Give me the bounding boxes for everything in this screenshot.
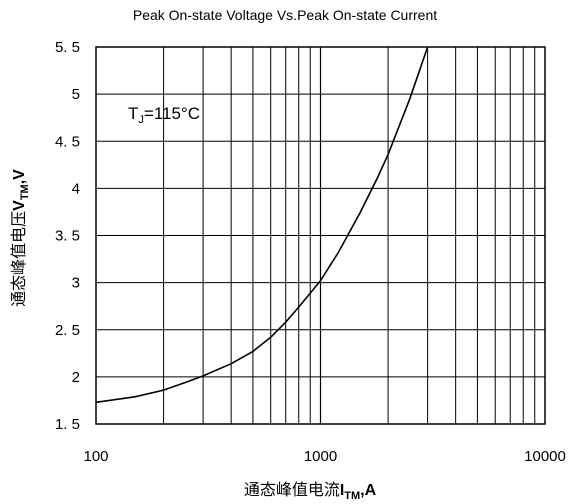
y-tick-label: 2: [72, 369, 80, 386]
y-tick-label: 5: [72, 86, 80, 103]
plot-frame: [95, 46, 546, 425]
annotation-value: =115°C: [144, 104, 200, 123]
junction-temperature-annotation: TJ=115°C: [128, 104, 200, 126]
x-axis-label-subscript: TM: [344, 490, 360, 502]
y-tick-label: 4: [72, 180, 80, 197]
y-axis-label-unit: ,V: [11, 169, 28, 184]
y-tick-label: 3: [72, 275, 80, 292]
y-tick-label: 2. 5: [55, 322, 80, 339]
x-tick-label: 1000: [304, 448, 337, 465]
x-axis-ticks: 100 1000 10000: [83, 448, 565, 465]
annotation-subscript: J: [138, 114, 144, 126]
x-axis-label: 通态峰值电流ITM,A: [244, 481, 377, 502]
x-tick-label: 100: [83, 448, 108, 465]
y-axis-label-symbol: V: [11, 200, 28, 211]
y-tick-label: 4. 5: [55, 133, 80, 150]
series-line: [95, 46, 429, 404]
x-axis-label-unit: ,A: [360, 482, 376, 499]
y-axis-label-subscript: TM: [19, 184, 31, 200]
y-tick-label: 5. 5: [55, 39, 80, 56]
x-axis-label-prefix: 通态峰值电流: [244, 481, 340, 499]
x-axis-label-symbol: I: [340, 482, 344, 499]
annotation-symbol: T: [128, 104, 138, 123]
y-axis-label: 通态峰值电压VTM,V: [10, 169, 31, 307]
y-tick-label: 1. 5: [55, 416, 80, 433]
y-tick-label: 3. 5: [55, 228, 80, 245]
y-axis-ticks: 1. 5 2 2. 5 3 3. 5 4 4. 5 5 5. 5: [55, 39, 80, 433]
y-axis-label-prefix: 通态峰值电压: [10, 211, 28, 307]
grid: [96, 47, 545, 424]
chart-title: Peak On-state Voltage Vs.Peak On-state C…: [133, 7, 437, 23]
x-tick-label: 10000: [524, 448, 566, 465]
